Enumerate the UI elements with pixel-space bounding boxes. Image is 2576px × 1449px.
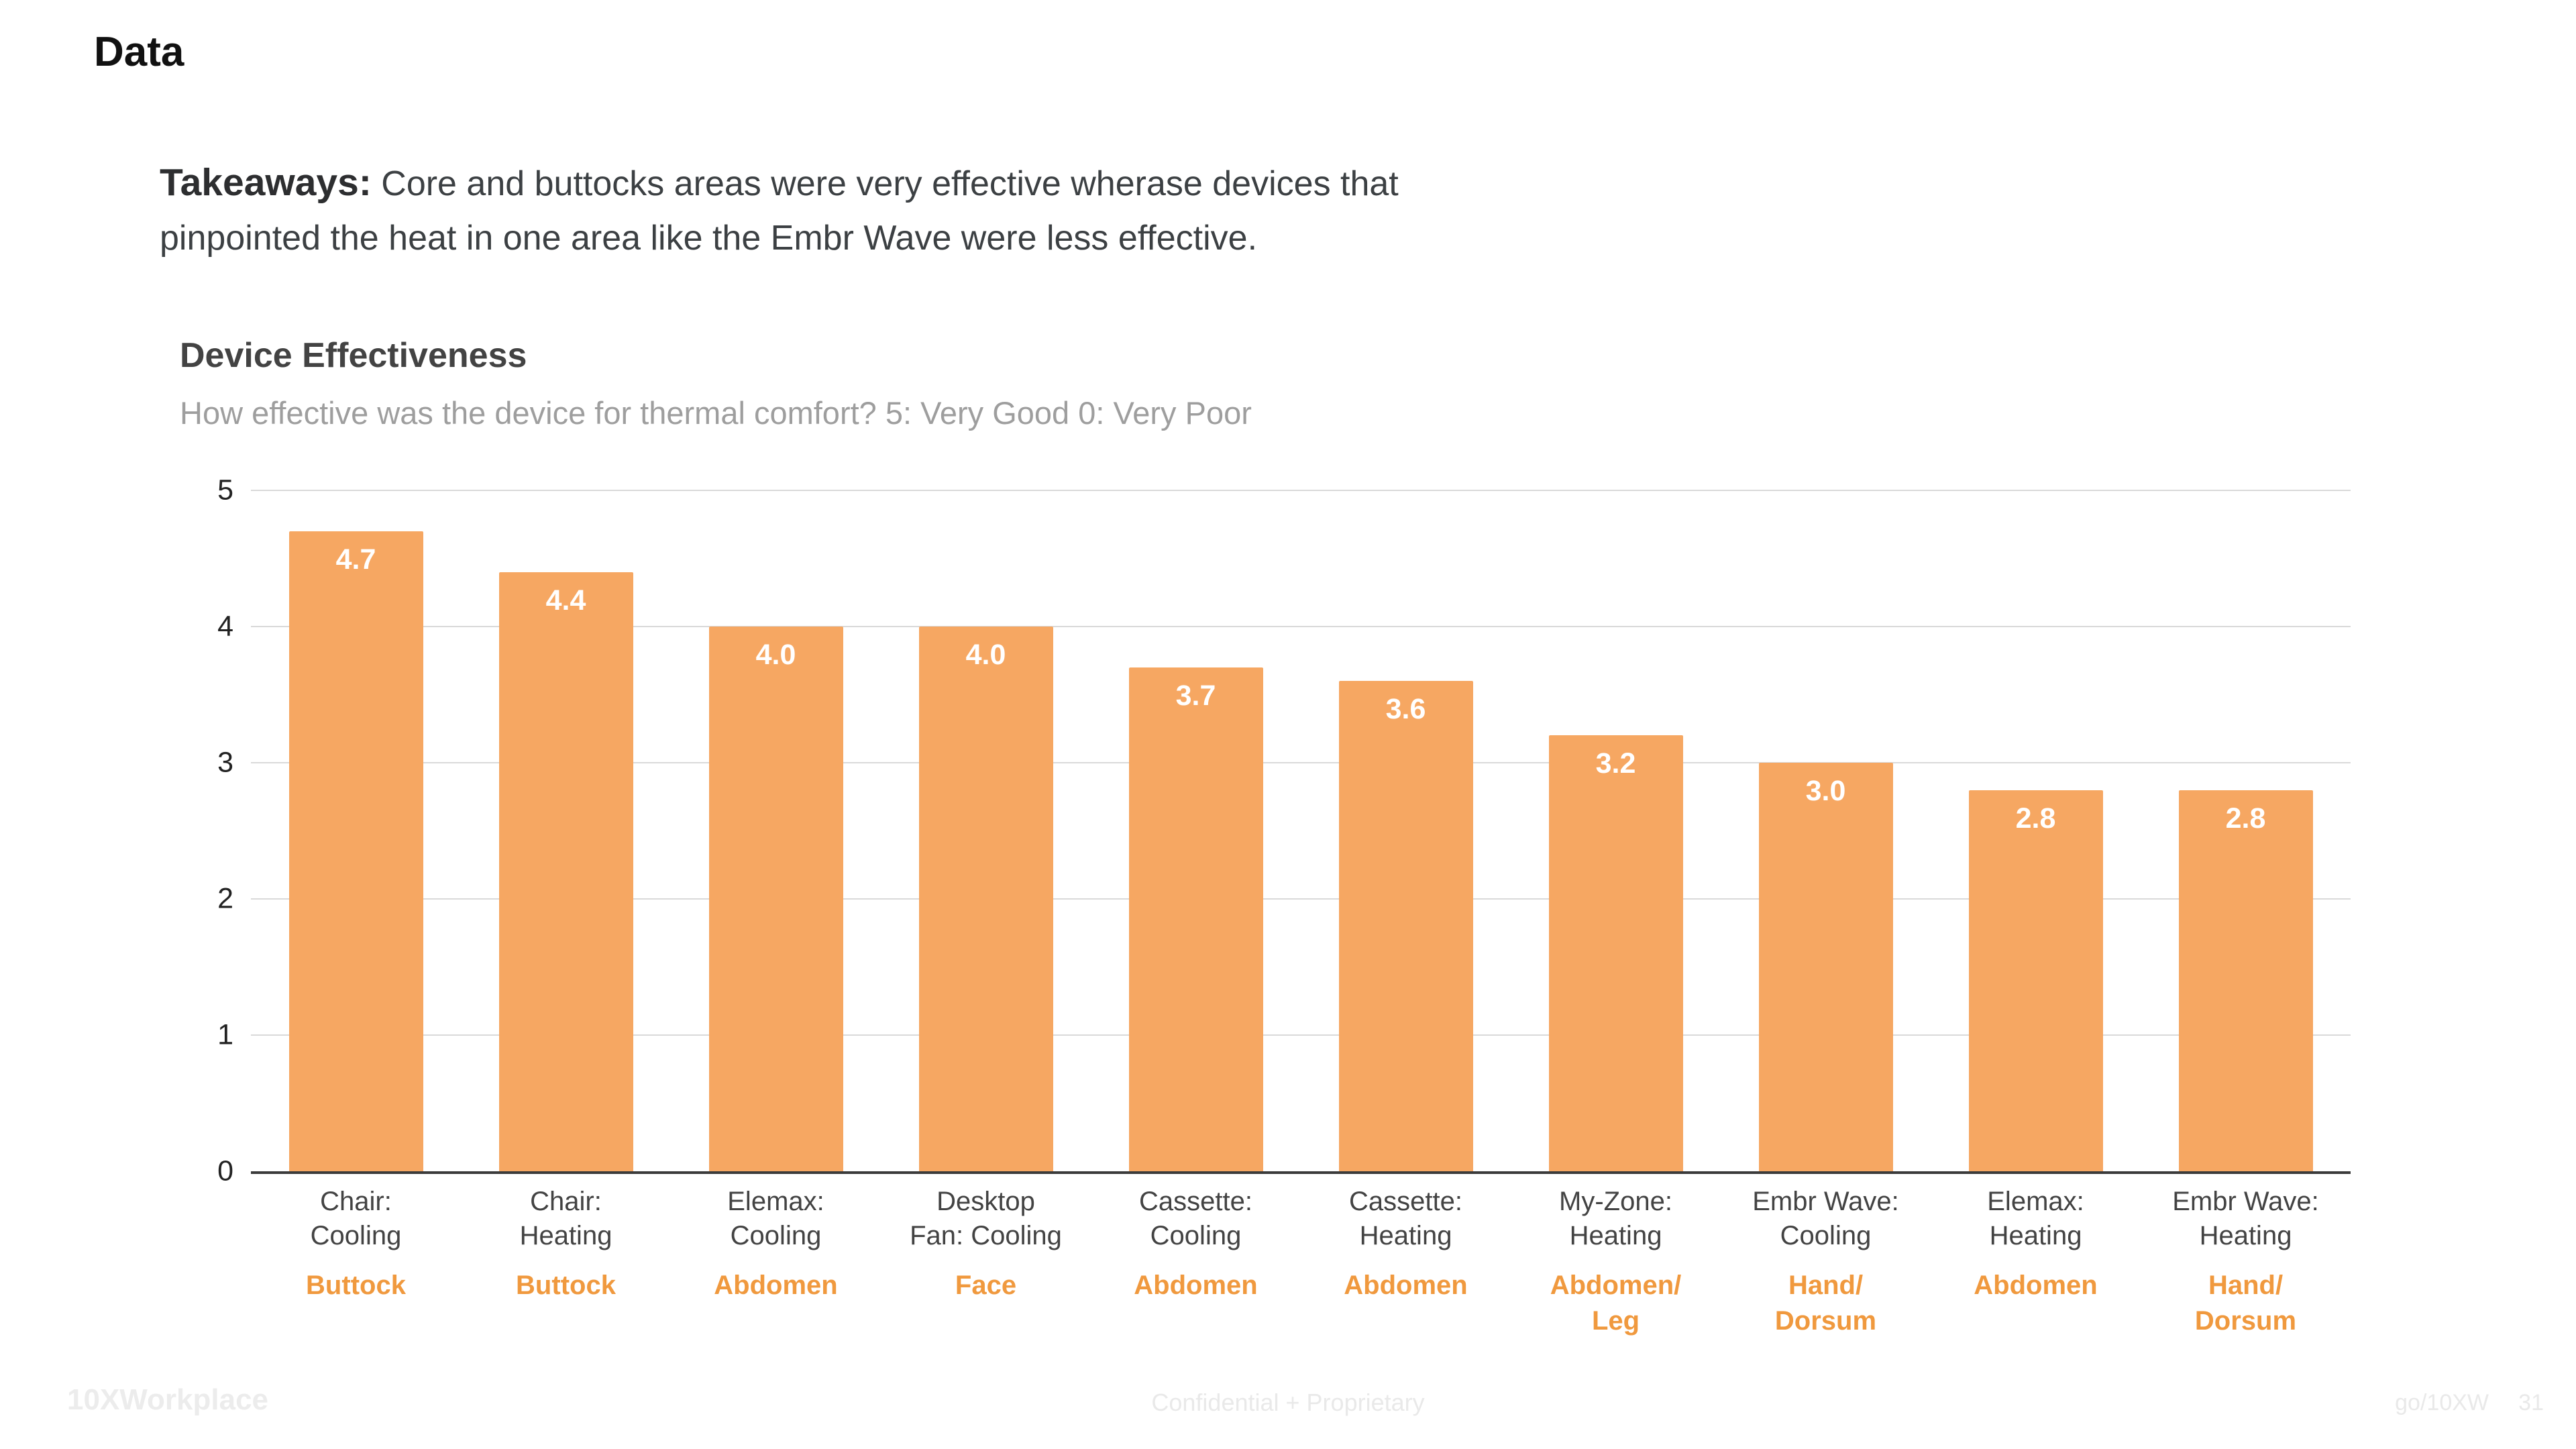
bar-value-label: 4.7: [335, 543, 376, 576]
x-label: Embr Wave: Cooling Hand/ Dorsum: [1721, 1185, 1931, 1339]
gridline: [251, 1034, 2351, 1036]
x-label: Embr Wave: Heating Hand/ Dorsum: [2141, 1185, 2351, 1339]
takeaways-line2: pinpointed the heat in one area like the…: [160, 218, 1258, 258]
bar-value-label: 2.8: [2015, 802, 2056, 835]
body-location-label: Abdomen/ Leg: [1550, 1271, 1682, 1336]
body-location-label: Face: [955, 1271, 1017, 1301]
bar-value-label: 4.0: [755, 639, 796, 671]
bar: 3.7: [1128, 667, 1263, 1171]
category-label: Cassette: Heating: [1349, 1187, 1462, 1251]
plot-area: 4.7 4.4 4.0 4.0 3.7 3.6 3.2 3.0 2.8 2.8: [251, 490, 2351, 1174]
footer-confidential: Confidential + Proprietary: [1151, 1389, 1425, 1416]
body-location-label: Abdomen: [1974, 1271, 2098, 1301]
body-location-label: Abdomen: [1344, 1271, 1468, 1301]
bar-slot: 4.0: [881, 490, 1091, 1171]
bar: 4.0: [918, 627, 1053, 1171]
y-tick-label: 5: [217, 474, 233, 506]
body-location-label: Buttock: [306, 1271, 406, 1301]
bar-slot: 3.0: [1721, 490, 1931, 1171]
y-tick-label: 1: [217, 1018, 233, 1051]
bar-value-label: 3.7: [1175, 679, 1216, 712]
bar-slot: 2.8: [2141, 490, 2351, 1171]
footer: 10XWorkplace Confidential + Proprietary …: [0, 1383, 2576, 1430]
y-tick-label: 3: [217, 746, 233, 779]
x-labels-row: Chair: Cooling Buttock Chair: Heating Butto…: [251, 1185, 2351, 1339]
y-tick-label: 2: [217, 882, 233, 915]
y-tick-label: 4: [217, 610, 233, 643]
gridline: [251, 762, 2351, 763]
category-label: Elemax: Cooling: [727, 1187, 824, 1251]
category-label: Desktop Fan: Cooling: [910, 1187, 1062, 1251]
body-location-label: Abdomen: [714, 1271, 838, 1301]
takeaways-line1: Core and buttocks areas were very effect…: [381, 164, 1399, 203]
chart-subtitle: How effective was the device for thermal…: [180, 395, 1252, 431]
category-label: Elemax: Heating: [1987, 1187, 2084, 1251]
bar: 4.4: [498, 572, 633, 1171]
bar: 4.0: [708, 627, 843, 1171]
chart-title: Device Effectiveness: [180, 336, 527, 375]
x-label: Elemax: Heating Abdomen: [1931, 1185, 2141, 1339]
bar-slot: 4.7: [251, 490, 461, 1171]
gridline: [251, 898, 2351, 900]
body-location-label: Hand/ Dorsum: [2194, 1271, 2297, 1336]
category-label: Chair: Heating: [519, 1187, 612, 1251]
category-label: Chair: Cooling: [310, 1187, 402, 1251]
bar: 2.8: [2178, 790, 2313, 1171]
x-label: Desktop Fan: Cooling Face: [881, 1185, 1091, 1339]
bar: 4.7: [288, 531, 423, 1171]
takeaways-paragraph: Takeaways: Core and buttocks areas were …: [160, 154, 1877, 264]
page-title: Data: [94, 29, 184, 75]
category-label: My-Zone: Heating: [1559, 1187, 1672, 1251]
x-label: Chair: Cooling Buttock: [251, 1185, 461, 1339]
bar: 3.6: [1338, 681, 1473, 1171]
x-label: Elemax: Cooling Abdomen: [671, 1185, 881, 1339]
bar-slot: 3.6: [1301, 490, 1511, 1171]
x-label: My-Zone: Heating Abdomen/ Leg: [1511, 1185, 1721, 1339]
takeaways-label: Takeaways:: [160, 161, 372, 204]
x-label: Chair: Heating Buttock: [461, 1185, 671, 1339]
footer-page-number: 31: [2518, 1390, 2544, 1415]
bar-value-label: 3.2: [1595, 747, 1636, 780]
footer-link: go/10XW: [2395, 1390, 2489, 1415]
x-label: Cassette: Heating Abdomen: [1301, 1185, 1511, 1339]
category-label: Embr Wave: Cooling: [1752, 1187, 1899, 1251]
bar-slot: 4.0: [671, 490, 881, 1171]
x-label: Cassette: Cooling Abdomen: [1091, 1185, 1301, 1339]
bar: 3.2: [1548, 735, 1683, 1171]
bar-value-label: 4.4: [545, 584, 586, 616]
bar-slot: 2.8: [1931, 490, 2141, 1171]
body-location-label: Hand/ Dorsum: [1774, 1271, 1877, 1336]
gridline: [251, 626, 2351, 627]
category-label: Cassette: Cooling: [1139, 1187, 1252, 1251]
bar-value-label: 3.6: [1385, 693, 1426, 726]
bar-slot: 3.2: [1511, 490, 1721, 1171]
bar: 3.0: [1758, 763, 1893, 1171]
gridline: [251, 490, 2351, 491]
bar-slot: 4.4: [461, 490, 671, 1171]
body-location-label: Abdomen: [1134, 1271, 1258, 1301]
bar-value-label: 4.0: [965, 639, 1006, 671]
footer-logo: 10XWorkplace: [67, 1383, 269, 1416]
bar-slot: 3.7: [1091, 490, 1301, 1171]
bar-value-label: 2.8: [2225, 802, 2266, 835]
body-location-label: Buttock: [516, 1271, 616, 1301]
y-tick-label: 0: [217, 1155, 233, 1187]
y-axis: 0 1 2 3 4 5: [0, 474, 233, 1187]
category-label: Embr Wave: Heating: [2172, 1187, 2319, 1251]
bar-value-label: 3.0: [1805, 775, 1846, 807]
bar: 2.8: [1968, 790, 2103, 1171]
bars-row: 4.7 4.4 4.0 4.0 3.7 3.6 3.2 3.0 2.8 2.8: [251, 490, 2351, 1171]
